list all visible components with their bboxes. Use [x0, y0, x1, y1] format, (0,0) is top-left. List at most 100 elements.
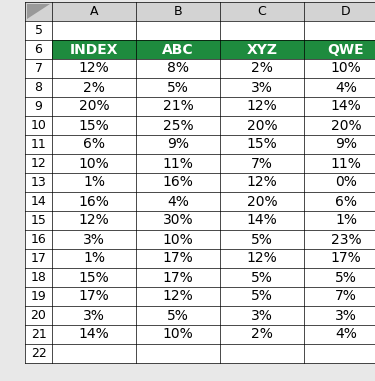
Text: 22: 22: [31, 347, 46, 360]
Text: 3%: 3%: [83, 232, 105, 247]
Bar: [52, 2, 136, 21]
Bar: [25, 230, 52, 249]
Text: B: B: [174, 5, 182, 18]
Bar: [25, 154, 52, 173]
Text: 6%: 6%: [83, 138, 105, 152]
Bar: [136, 154, 220, 173]
Text: ABC: ABC: [162, 43, 194, 56]
Text: 21%: 21%: [163, 99, 194, 114]
Text: 10%: 10%: [163, 328, 194, 341]
Text: 11%: 11%: [331, 157, 362, 171]
Bar: [136, 135, 220, 154]
Text: 2%: 2%: [83, 80, 105, 94]
Text: 16%: 16%: [163, 176, 194, 189]
Bar: [25, 78, 52, 97]
Text: 12%: 12%: [79, 213, 110, 227]
Bar: [52, 306, 136, 325]
Text: 12%: 12%: [163, 290, 194, 304]
Text: 5%: 5%: [251, 271, 273, 285]
Bar: [52, 249, 136, 268]
Text: 30%: 30%: [163, 213, 194, 227]
Text: 8: 8: [34, 81, 42, 94]
Text: 17%: 17%: [163, 251, 194, 266]
Bar: [304, 2, 375, 21]
Text: 3%: 3%: [335, 309, 357, 322]
Bar: [304, 78, 375, 97]
Bar: [304, 230, 375, 249]
Text: C: C: [258, 5, 266, 18]
Text: 9%: 9%: [167, 138, 189, 152]
Bar: [304, 173, 375, 192]
Bar: [220, 325, 304, 344]
Text: QWE: QWE: [328, 43, 364, 56]
Text: 11%: 11%: [163, 157, 194, 171]
Text: 2%: 2%: [251, 61, 273, 75]
Bar: [52, 97, 136, 116]
Text: 18: 18: [31, 271, 46, 284]
Bar: [136, 116, 220, 135]
Bar: [220, 116, 304, 135]
Text: 3%: 3%: [251, 309, 273, 322]
Text: XYZ: XYZ: [246, 43, 278, 56]
Bar: [304, 268, 375, 287]
Bar: [220, 135, 304, 154]
Bar: [220, 154, 304, 173]
Bar: [136, 287, 220, 306]
Bar: [220, 306, 304, 325]
Text: 1%: 1%: [83, 176, 105, 189]
Text: 3%: 3%: [251, 80, 273, 94]
Text: 12%: 12%: [247, 176, 278, 189]
Bar: [25, 325, 52, 344]
Bar: [136, 230, 220, 249]
Text: 12: 12: [31, 157, 46, 170]
Bar: [52, 287, 136, 306]
Bar: [52, 154, 136, 173]
Text: 4%: 4%: [167, 194, 189, 208]
Text: 11: 11: [31, 138, 46, 151]
Bar: [304, 192, 375, 211]
Text: 0%: 0%: [335, 176, 357, 189]
Text: 20%: 20%: [247, 194, 277, 208]
Bar: [52, 325, 136, 344]
Bar: [304, 325, 375, 344]
Text: 5%: 5%: [335, 271, 357, 285]
Text: 15%: 15%: [79, 118, 110, 133]
Text: 6%: 6%: [335, 194, 357, 208]
Text: A: A: [90, 5, 98, 18]
Text: 10%: 10%: [79, 157, 110, 171]
Text: 23%: 23%: [331, 232, 362, 247]
Text: D: D: [341, 5, 351, 18]
Bar: [220, 59, 304, 78]
Bar: [52, 192, 136, 211]
Bar: [25, 344, 52, 363]
Text: 10: 10: [31, 119, 46, 132]
Text: 5%: 5%: [167, 309, 189, 322]
Bar: [220, 287, 304, 306]
Bar: [220, 211, 304, 230]
Bar: [136, 249, 220, 268]
Text: 8%: 8%: [167, 61, 189, 75]
Text: 17%: 17%: [331, 251, 362, 266]
Bar: [304, 287, 375, 306]
Bar: [304, 21, 375, 40]
Bar: [52, 21, 136, 40]
Bar: [25, 268, 52, 287]
Bar: [304, 59, 375, 78]
Text: 5%: 5%: [167, 80, 189, 94]
Bar: [136, 192, 220, 211]
Text: 12%: 12%: [247, 99, 278, 114]
Text: 13: 13: [31, 176, 46, 189]
Bar: [136, 344, 220, 363]
Bar: [52, 173, 136, 192]
Text: 9: 9: [34, 100, 42, 113]
Text: 10%: 10%: [331, 61, 362, 75]
Bar: [52, 344, 136, 363]
Bar: [52, 40, 136, 59]
Text: 25%: 25%: [163, 118, 194, 133]
Bar: [136, 268, 220, 287]
Bar: [136, 211, 220, 230]
Bar: [304, 40, 375, 59]
Bar: [220, 249, 304, 268]
Bar: [220, 21, 304, 40]
Bar: [25, 59, 52, 78]
